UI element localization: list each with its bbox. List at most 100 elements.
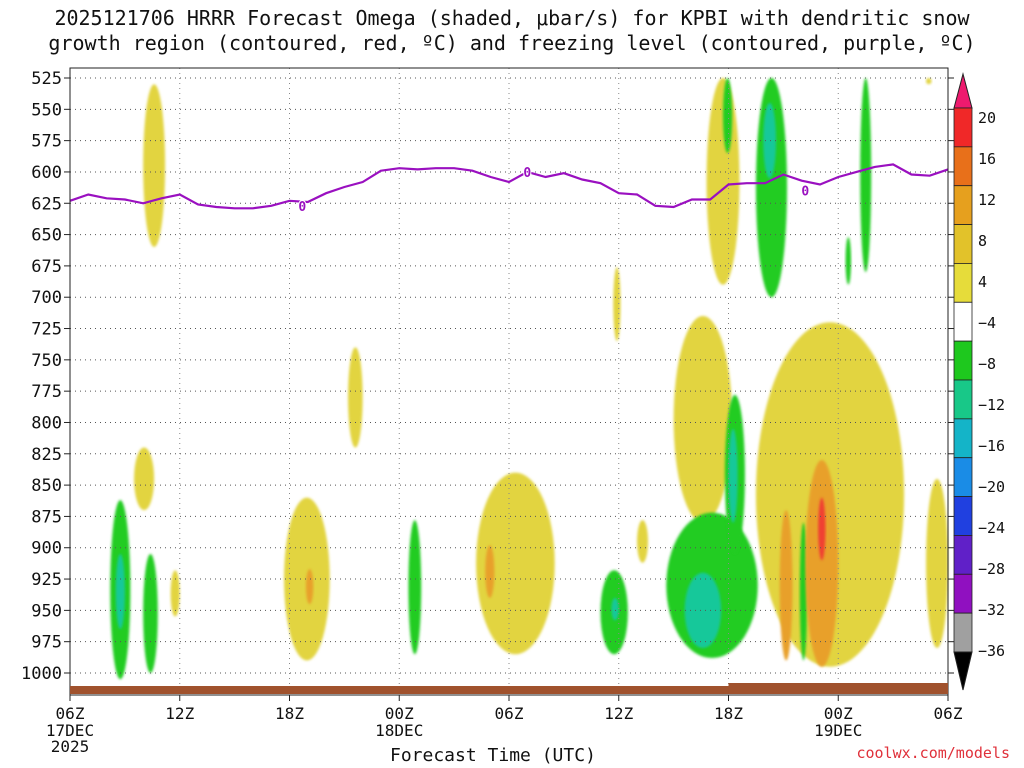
y-tick-label-900: 900 xyxy=(31,539,62,559)
x-tick-label-48: 06Z xyxy=(934,704,963,723)
y-tick-label-725: 725 xyxy=(31,320,62,340)
colorbar-label-1: 16 xyxy=(978,150,996,168)
x-tick-label-0: 06Z xyxy=(56,704,85,723)
y-tick-label-800: 800 xyxy=(31,413,62,433)
colorbar-label-5: −4 xyxy=(978,314,996,332)
colorbar-swatch-7 xyxy=(953,379,973,420)
colorbar-label-10: −24 xyxy=(978,519,1005,537)
colorbar-label-11: −28 xyxy=(978,560,1005,578)
omega-region-green-18z-upper xyxy=(723,78,733,154)
omega-region-green-00z-low xyxy=(408,520,422,655)
x-tick-sublabel-0-1: 2025 xyxy=(51,737,90,756)
y-tick-label-775: 775 xyxy=(31,382,62,402)
y-tick-label-525: 525 xyxy=(31,69,62,89)
y-tick-label-750: 750 xyxy=(31,351,62,371)
colorbar-label-0: 20 xyxy=(978,109,996,127)
chart-title-line-2: growth region (contoured, red, ºC) and f… xyxy=(48,31,976,55)
y-tick-label-825: 825 xyxy=(31,445,62,465)
colorbar-top-arrow xyxy=(953,72,973,109)
omega-region-green-01z-upper xyxy=(860,78,872,273)
ground-strip-2 xyxy=(728,683,948,694)
y-tick-label-600: 600 xyxy=(31,163,62,183)
omega-region-teal-19z-upper xyxy=(763,103,777,179)
colorbar-swatch-10 xyxy=(953,496,973,536)
omega-region-yellow-05z-top xyxy=(926,78,932,85)
omega-region-teal-12z-low xyxy=(611,597,619,621)
x-tick-label-42: 00Z xyxy=(824,704,853,723)
colorbar-swatch-13 xyxy=(953,612,973,653)
colorbar-label-4: 4 xyxy=(978,273,987,291)
omega-region-yellow-17z-mid xyxy=(673,316,733,523)
x-tick-sublabel-42-0: 19DEC xyxy=(814,721,862,740)
y-tick-label-625: 625 xyxy=(31,194,62,214)
colorbar-swatch-9 xyxy=(953,457,973,497)
x-tick-label-18: 00Z xyxy=(385,704,414,723)
freezing-level-label-2: 0 xyxy=(801,185,809,200)
omega-region-yellow-20z-mid xyxy=(348,347,363,448)
x-tick-label-36: 18Z xyxy=(714,704,743,723)
freezing-level-line xyxy=(69,163,949,210)
omega-region-yellow-17z-upper xyxy=(706,78,740,285)
omega-region-orange-18z-low xyxy=(305,569,314,605)
omega-region-green-early-low-2 xyxy=(143,554,158,673)
omega-region-yellow-early-small xyxy=(170,570,180,617)
omega-region-yellow-06z-end xyxy=(926,478,949,648)
x-tick-label-24: 06Z xyxy=(495,704,524,723)
x-tick-label-30: 12Z xyxy=(604,704,633,723)
colorbar-label-13: −36 xyxy=(978,642,1005,660)
omega-region-yellow-06z-low xyxy=(476,472,555,655)
ground-strip-1 xyxy=(70,686,729,694)
omega-region-teal-17z-low xyxy=(684,572,722,648)
colorbar-swatch-12 xyxy=(953,573,973,614)
y-tick-label-700: 700 xyxy=(31,288,62,308)
colorbar-label-9: −20 xyxy=(978,478,1005,496)
colorbar-label-8: −16 xyxy=(978,437,1005,455)
freezing-level-label-1: 0 xyxy=(523,166,531,181)
omega-region-orange-06z-low xyxy=(485,545,495,598)
omega-region-yellow-early-upper xyxy=(143,84,166,248)
omega-region-teal-18z-column xyxy=(728,428,738,523)
omega-region-red-22z-core xyxy=(818,497,826,561)
colorbar-swatch-1 xyxy=(953,146,973,187)
y-tick-label-950: 950 xyxy=(31,601,62,621)
y-tick-label-575: 575 xyxy=(31,132,62,152)
y-tick-label-675: 675 xyxy=(31,257,62,277)
x-tick-label-12: 18Z xyxy=(275,704,304,723)
x-tick-label-6: 12Z xyxy=(165,704,194,723)
colorbar-bottom-arrow xyxy=(953,651,973,691)
omega-region-orange-22z-low xyxy=(805,460,839,667)
y-tick-label-650: 650 xyxy=(31,226,62,246)
omega-region-orange-21z-low xyxy=(779,510,793,661)
colorbar-swatch-5 xyxy=(953,301,973,342)
colorbar-swatch-8 xyxy=(953,418,973,459)
freezing-level-label-0: 0 xyxy=(298,200,306,215)
colorbar-swatch-0 xyxy=(953,107,973,148)
colorbar-label-6: −8 xyxy=(978,355,996,373)
x-tick-sublabel-18-0: 18DEC xyxy=(375,721,423,740)
credit-text: coolwx.com/models xyxy=(856,744,1010,762)
y-tick-label-975: 975 xyxy=(31,633,62,653)
colorbar-label-2: 12 xyxy=(978,191,996,209)
colorbar-swatch-2 xyxy=(953,185,973,225)
colorbar-label-12: −32 xyxy=(978,601,1005,619)
y-tick-label-875: 875 xyxy=(31,507,62,527)
x-axis-label: Forecast Time (UTC) xyxy=(390,745,596,766)
colorbar-label-7: −12 xyxy=(978,396,1005,414)
omega-region-yellow-12z-mid xyxy=(613,267,621,342)
colorbar-label-3: 8 xyxy=(978,232,987,250)
colorbar-swatch-4 xyxy=(953,263,973,303)
y-tick-label-850: 850 xyxy=(31,476,62,496)
colorbar-swatch-11 xyxy=(953,535,973,575)
y-tick-label-1000: 1000 xyxy=(21,664,62,684)
chart-title-line-1: 2025121706 HRRR Forecast Omega (shaded, … xyxy=(54,6,970,30)
omega-region-yellow-13z-small xyxy=(637,520,649,563)
omega-region-teal-early-low xyxy=(115,554,125,630)
y-tick-label-550: 550 xyxy=(31,100,62,120)
omega-region-yellow-early-mid xyxy=(134,447,155,511)
y-tick-label-925: 925 xyxy=(31,570,62,590)
x-tick-sublabel-0-0: 17DEC xyxy=(46,721,94,740)
colorbar-swatch-6 xyxy=(953,340,973,381)
omega-region-green-21z-thin xyxy=(799,522,808,661)
omega-region-green-23z-small xyxy=(845,237,852,285)
